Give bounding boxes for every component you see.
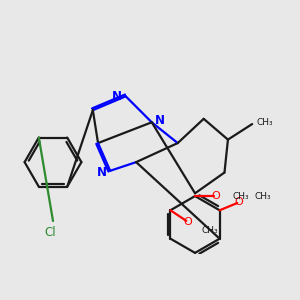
Text: O: O bbox=[184, 217, 192, 227]
Text: Cl: Cl bbox=[44, 226, 56, 239]
Text: CH₃: CH₃ bbox=[254, 192, 271, 201]
Text: N: N bbox=[155, 114, 165, 127]
Text: N: N bbox=[97, 166, 107, 179]
Text: CH₃: CH₃ bbox=[256, 118, 273, 127]
Text: O: O bbox=[212, 191, 220, 201]
Text: CH₃: CH₃ bbox=[232, 192, 249, 201]
Text: CH₃: CH₃ bbox=[202, 226, 218, 235]
Text: O: O bbox=[235, 197, 244, 207]
Text: N: N bbox=[112, 90, 122, 103]
